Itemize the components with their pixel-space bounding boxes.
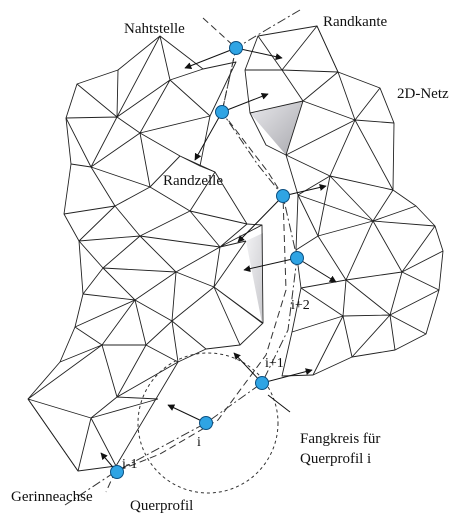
right-mesh-outline (244, 25, 444, 377)
vector-arrow (194, 111, 223, 161)
label-i-minus-1: i-1 (122, 457, 138, 472)
label-i-plus-2: i+2 (291, 298, 310, 313)
vector-arrow (221, 93, 269, 113)
label-i: i (197, 435, 201, 450)
label-querprofil: Querprofil (130, 498, 193, 514)
left-mesh-edges (27, 35, 264, 472)
fangkreis-circle (137, 352, 279, 494)
right-mesh (244, 25, 444, 377)
vector-arrow (237, 195, 284, 243)
gerinneachse-line (64, 9, 301, 506)
vector-arrow (282, 184, 327, 197)
label-2d-netz: 2D-Netz (397, 86, 449, 102)
profile-node-i-minus-1 (110, 465, 124, 479)
label-randzelle: Randzelle (163, 173, 223, 189)
profile-node (215, 105, 229, 119)
vector-arrow (261, 368, 313, 384)
label-nahtstelle: Nahtstelle (124, 21, 185, 37)
right-mesh-edges (245, 25, 444, 376)
profile-node-i-plus-1 (255, 376, 269, 390)
label-randkante: Randkante (323, 14, 387, 30)
vector-arrow (167, 404, 207, 424)
shaded-boundary-cell-top (250, 101, 303, 155)
vector-arrow (296, 257, 337, 283)
fangkreis-leader-line (267, 394, 291, 413)
label-gerinneachse: Gerinneachse (11, 489, 93, 505)
left-seam-line (105, 17, 287, 493)
label-fangkreis-line2: Querprofil i (300, 451, 371, 467)
profile-node-i-plus-2 (290, 251, 304, 265)
label-i-plus-1: i+1 (265, 356, 284, 371)
vector-arrow (243, 257, 298, 273)
vector-arrow (184, 47, 237, 69)
randzelle-shaded-cell (246, 233, 263, 323)
label-fangkreis-line1: Fangkreis für (300, 431, 380, 447)
left-mesh (27, 35, 264, 472)
profile-node (229, 41, 243, 55)
profile-node (276, 189, 290, 203)
vector-arrow (235, 47, 283, 61)
profile-node-i (199, 416, 213, 430)
profile-nodes (110, 41, 304, 479)
left-mesh-outline (27, 35, 264, 472)
